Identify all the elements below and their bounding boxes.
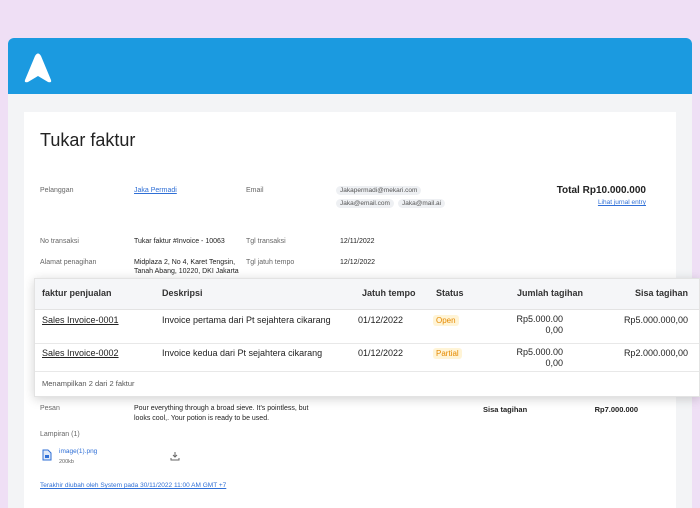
invoice-table [34,278,700,397]
email-chip: Jakapermadi@mekari.com [336,186,422,195]
value: Tukar faktur #Invoice - 10063 [134,238,225,245]
value: Tanah Abang, 10220, DKI Jakarta [134,268,239,275]
table-footer: Menampilkan 2 dari 2 faktur [42,379,135,388]
journal-link[interactable]: Lihat jurnal entry [597,199,646,206]
label: No transaksi [40,238,79,245]
email-chip: Jaka@email.com [336,199,394,208]
cell: Rp5.000.000,00 [623,315,688,325]
cell: 01/12/2022 [358,315,404,325]
customer-link[interactable]: Jaka Permadi [134,187,177,194]
balance-label: Sisa tagihan [483,405,528,414]
cell: Invoice pertama dari Pt sejahtera cikara… [162,315,331,325]
status-badge: Open [433,315,459,326]
row-divider [35,343,699,344]
top-bar [8,38,692,94]
label: Lampiran (1) [40,431,80,438]
cell: Rp5.000.000,00 [516,314,563,335]
message-line: Pour everything through a broad sieve. I… [134,405,309,412]
cell: 01/12/2022 [358,348,404,358]
invoice-link[interactable]: Sales Invoice-0001 [42,315,119,325]
status-badge: Partial [433,348,462,359]
column-header: Jumlah tagihan [516,288,583,298]
value: 12/11/2022 [340,238,375,245]
value: Midplaza 2, No 4, Karet Tengsin, [134,259,236,266]
column-header: Deskripsi [162,288,203,298]
table-header [35,279,699,310]
label: Tgl transaksi [246,238,286,245]
cell: Rp5.000.000,00 [516,347,563,368]
page-title: Tukar faktur [40,130,136,150]
cell: Rp2.000.000,00 [623,348,688,358]
file-size: 200kb [59,459,74,465]
file-icon [42,449,52,461]
message-line: looks cool,. Your potion is ready to be … [134,415,270,422]
cell: Invoice kedua dari Pt sejahtera cikarang [162,348,323,358]
row-divider [35,371,699,372]
file-name[interactable]: image(1).png [59,448,98,455]
label: Alamat penagihan [40,259,97,266]
column-header: Status [436,288,464,298]
logo [24,53,52,83]
label: Tgl jatuh tempo [246,259,295,266]
total: Total Rp10.000.000 [556,185,646,196]
balance: Rp7.000.000 [594,405,638,414]
last-modified-link[interactable]: Terakhir diubah oleh System pada 30/11/2… [40,482,227,489]
label: Pelanggan [40,187,74,194]
email-chip: Jaka@mail.ai [398,199,446,208]
column-header: Sisa tagihan [634,288,688,298]
invoice-link[interactable]: Sales Invoice-0002 [42,348,119,358]
column-header: Jatuh tempo [362,288,416,298]
label: Pesan [40,405,60,412]
download-icon[interactable] [170,451,180,461]
app-frame [8,38,692,508]
column-header: faktur penjualan [42,288,112,298]
value: 12/12/2022 [340,259,376,266]
label: Email [246,187,264,194]
